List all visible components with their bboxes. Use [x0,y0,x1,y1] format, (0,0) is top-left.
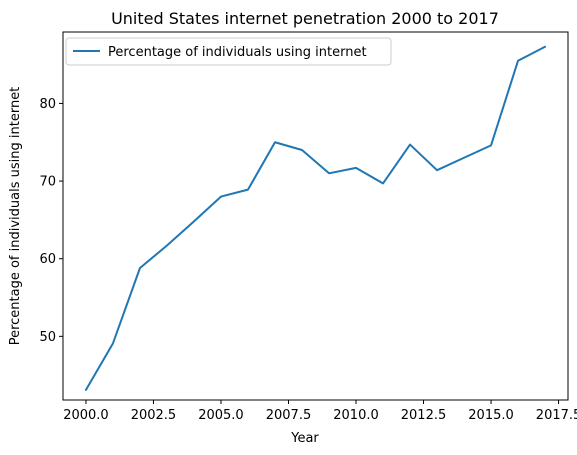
y-axis-label: Percentage of individuals using internet [8,87,23,346]
legend: Percentage of individuals using internet [65,37,392,66]
y-axis-ticks: 50 60 70 80 [39,97,63,345]
plot-area [84,45,547,391]
x-tick-label: 2015.0 [468,408,514,423]
series-line [84,45,547,391]
x-tick-label: 2005.0 [198,408,244,423]
x-tick-label: 2002.5 [131,408,177,423]
y-tick-label: 80 [39,97,56,112]
x-tick-label: 2012.5 [401,408,447,423]
y-tick-label: 60 [39,252,56,267]
x-tick-label: 2017.5 [536,408,577,423]
x-tick-label: 2010.0 [333,408,379,423]
x-tick-label: 2000.0 [63,408,109,423]
x-axis-label: Year [290,431,319,446]
y-tick-label: 70 [39,175,56,190]
legend-box [65,37,392,66]
y-tick-label: 50 [39,330,56,345]
x-axis-ticks: 2000.0 2002.5 2005.0 2007.5 2010.0 2012.5 2015… [63,400,577,423]
x-tick-label: 2007.5 [266,408,312,423]
chart-title: United States internet penetration 2000 … [111,9,499,28]
legend-label: Percentage of individuals using internet [108,45,367,60]
axes-frame [62,31,569,401]
